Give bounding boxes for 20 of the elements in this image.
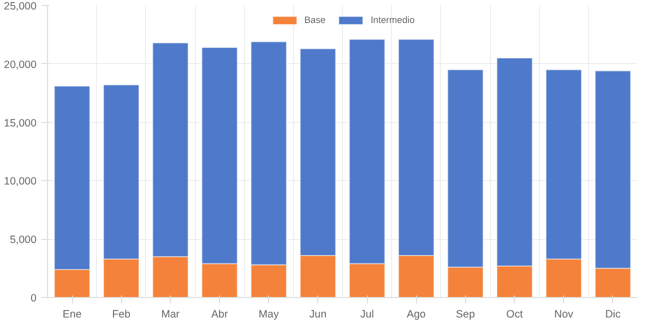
y-tick-label: 15,000 [4,117,37,130]
y-tick-label: 10,000 [4,176,37,188]
x-tick-label: Abr [211,308,228,320]
y-tick-label: 20,000 [4,58,37,71]
legend-label: Intermedio [370,15,415,25]
x-tick-label: Oct [506,308,523,320]
x-tick-label: Jun [309,308,327,320]
x-tick-label: Nov [554,308,574,320]
x-tick-label: May [258,308,280,320]
legend-label: Base [304,15,326,25]
y-tick-label: 25,000 [4,0,37,12]
y-tick-label: 0 [30,292,37,304]
x-tick-label: Ene [62,308,82,320]
x-tick-label: Sep [456,308,475,320]
x-tick-label: Mar [161,308,180,320]
y-tick-label: 5,000 [10,234,37,246]
x-tick-label: Jul [360,308,374,320]
x-tick-label: Dic [605,308,622,320]
x-tick-label: Feb [112,308,131,320]
x-tick-label: Ago [406,308,426,320]
